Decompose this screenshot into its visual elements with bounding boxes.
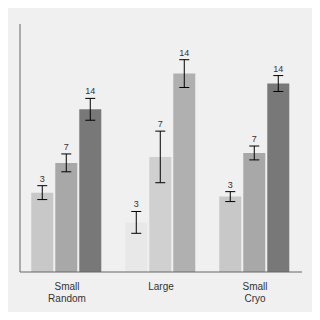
svg-text:SmallRandom: SmallRandom [48, 281, 86, 304]
svg-text:3: 3 [228, 180, 233, 190]
svg-text:3: 3 [134, 199, 139, 209]
svg-text:Large: Large [148, 281, 174, 292]
svg-text:14: 14 [85, 86, 95, 96]
svg-text:7: 7 [252, 134, 257, 144]
svg-text:14: 14 [273, 64, 283, 74]
svg-text:7: 7 [64, 142, 69, 152]
svg-text:7: 7 [158, 119, 163, 129]
svg-text:14: 14 [179, 48, 189, 58]
svg-text:3: 3 [40, 174, 45, 184]
svg-text:SmallCryo: SmallCryo [242, 281, 267, 304]
